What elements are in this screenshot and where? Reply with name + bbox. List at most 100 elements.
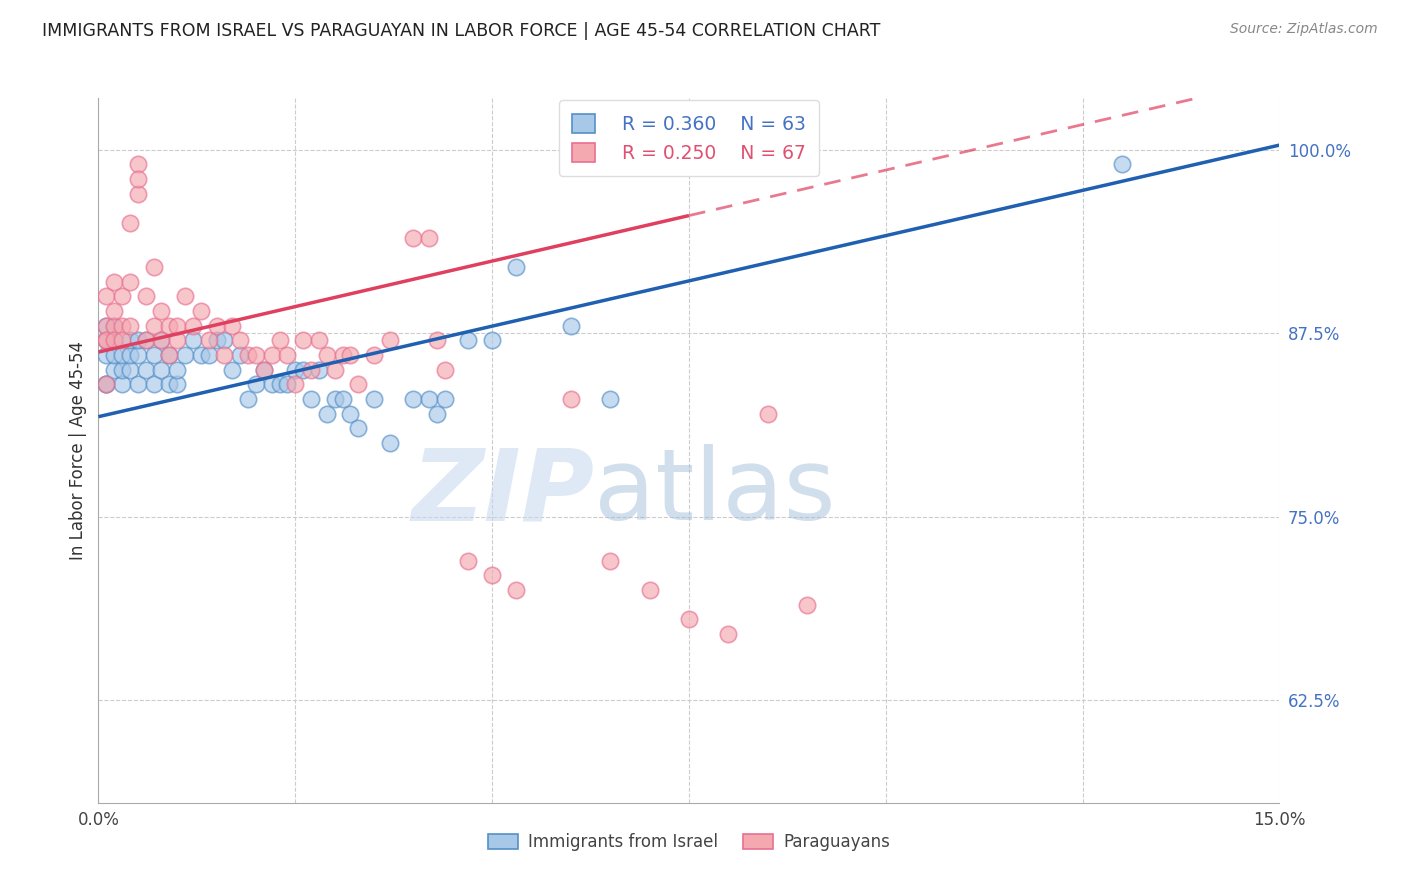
Point [111, 362, 134, 376]
Point [245, 377, 267, 392]
Point [118, 348, 141, 362]
Point [315, 348, 337, 362]
Point [174, 289, 197, 303]
Point [166, 362, 188, 376]
Point [292, 334, 315, 348]
Point [402, 392, 425, 406]
Point [135, 334, 157, 348]
Point [135, 362, 157, 376]
Point [118, 318, 141, 333]
Point [378, 334, 401, 348]
Point [103, 318, 125, 333]
Point [96, 334, 118, 348]
Point [96, 318, 118, 333]
Point [96, 348, 118, 362]
Point [157, 348, 180, 362]
Point [103, 334, 125, 348]
Point [299, 392, 322, 406]
Point [292, 362, 315, 376]
Point [221, 362, 243, 376]
Point [197, 334, 219, 348]
Point [103, 318, 125, 333]
Point [433, 392, 456, 406]
Point [339, 407, 361, 421]
Point [127, 172, 149, 186]
Point [166, 334, 188, 348]
Point [253, 362, 276, 376]
Point [142, 377, 165, 392]
Point [323, 362, 346, 376]
Point [197, 348, 219, 362]
Point [190, 348, 212, 362]
Point [111, 348, 134, 362]
Point [111, 318, 134, 333]
Point [103, 275, 125, 289]
Point [269, 377, 291, 392]
Point [505, 582, 527, 597]
Point [560, 392, 582, 406]
Point [339, 348, 361, 362]
Point [205, 334, 228, 348]
Point [229, 334, 252, 348]
Point [260, 348, 283, 362]
Point [118, 216, 141, 230]
Point [378, 436, 401, 450]
Text: IMMIGRANTS FROM ISRAEL VS PARAGUAYAN IN LABOR FORCE | AGE 45-54 CORRELATION CHAR: IMMIGRANTS FROM ISRAEL VS PARAGUAYAN IN … [42, 22, 880, 40]
Point [96, 334, 118, 348]
Point [363, 392, 385, 406]
Point [181, 318, 204, 333]
Point [260, 377, 283, 392]
Point [190, 304, 212, 318]
Text: atlas: atlas [595, 444, 837, 541]
Point [678, 612, 700, 626]
Point [418, 392, 440, 406]
Point [127, 377, 149, 392]
Point [560, 318, 582, 333]
Point [150, 334, 173, 348]
Point [638, 582, 661, 597]
Point [127, 348, 149, 362]
Point [347, 421, 370, 435]
Point [505, 260, 527, 274]
Point [135, 334, 157, 348]
Text: Source: ZipAtlas.com: Source: ZipAtlas.com [1230, 22, 1378, 37]
Point [150, 362, 173, 376]
Point [481, 568, 503, 582]
Point [150, 304, 173, 318]
Point [433, 362, 456, 376]
Point [1111, 157, 1133, 171]
Point [276, 348, 298, 362]
Point [308, 362, 330, 376]
Point [135, 289, 157, 303]
Point [157, 377, 180, 392]
Point [253, 362, 276, 376]
Point [308, 334, 330, 348]
Point [284, 362, 307, 376]
Point [205, 318, 228, 333]
Point [299, 362, 322, 376]
Point [599, 392, 621, 406]
Point [276, 377, 298, 392]
Point [96, 377, 118, 392]
Point [481, 334, 503, 348]
Point [150, 334, 173, 348]
Point [103, 304, 125, 318]
Point [418, 230, 440, 244]
Point [166, 377, 188, 392]
Point [214, 348, 236, 362]
Point [181, 334, 204, 348]
Point [402, 230, 425, 244]
Point [127, 334, 149, 348]
Point [323, 392, 346, 406]
Point [269, 334, 291, 348]
Legend: Immigrants from Israel, Paraguayans: Immigrants from Israel, Paraguayans [481, 827, 897, 858]
Point [142, 318, 165, 333]
Point [103, 362, 125, 376]
Point [103, 348, 125, 362]
Point [332, 348, 354, 362]
Point [127, 157, 149, 171]
Point [103, 334, 125, 348]
Point [111, 334, 134, 348]
Point [157, 348, 180, 362]
Text: ZIP: ZIP [412, 444, 595, 541]
